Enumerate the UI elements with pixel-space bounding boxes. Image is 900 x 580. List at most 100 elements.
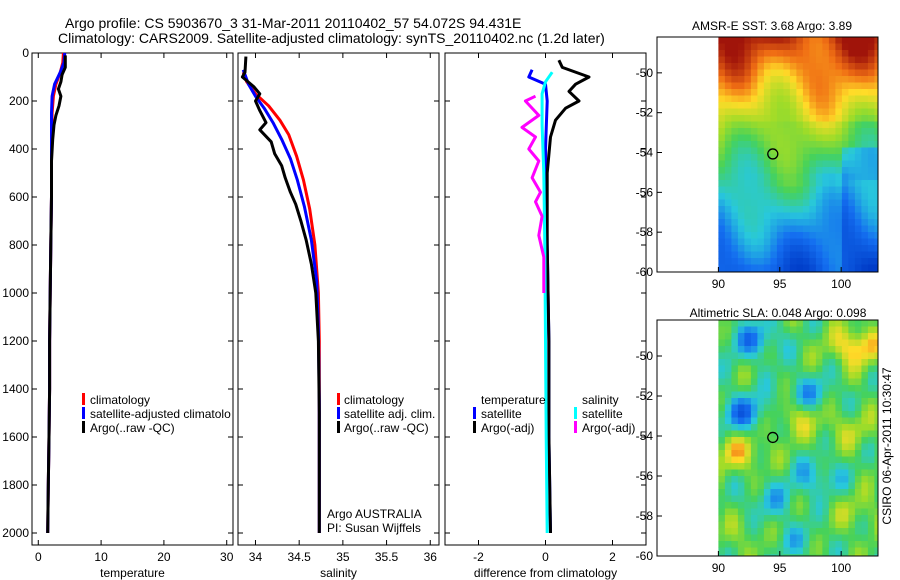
heatmap-cell <box>867 476 875 483</box>
heatmap-cell <box>854 95 862 103</box>
heatmap-cell <box>763 115 771 122</box>
heatmap-cell <box>802 482 810 490</box>
heatmap-cell <box>770 225 778 233</box>
heatmap-cell <box>809 372 817 379</box>
heatmap-cell <box>776 95 784 103</box>
heatmap-cell <box>796 56 804 64</box>
heatmap-cell <box>718 508 726 516</box>
heatmap-cell <box>750 193 758 200</box>
heatmap-cell <box>724 154 732 161</box>
heatmap-cell <box>724 212 732 220</box>
y-tick-label: -56 <box>636 469 654 483</box>
heatmap-cell <box>822 359 830 366</box>
heatmap-cell <box>867 547 875 555</box>
heatmap-cell <box>867 502 875 509</box>
heatmap-cell <box>854 359 862 366</box>
heatmap-cell <box>809 82 817 90</box>
heatmap-cell <box>776 264 784 272</box>
heatmap-cell <box>750 547 758 555</box>
heatmap-cell <box>783 167 791 174</box>
heatmap-cell <box>861 141 869 148</box>
heatmap-cell <box>718 238 726 246</box>
heatmap-cell <box>815 424 823 431</box>
heatmap-cell <box>874 320 879 327</box>
heatmap-cell <box>802 547 810 555</box>
heatmap-cell <box>763 199 771 207</box>
heatmap-cell <box>848 352 856 360</box>
heatmap-cell <box>724 534 732 542</box>
heatmap-cell <box>802 206 810 213</box>
heatmap-cell <box>783 411 791 418</box>
sla-map-title: Altimetric SLA: 0.048 Argo: 0.098 <box>690 306 867 320</box>
temperature-legend: climatology satellite-adjusted climatolo… <box>82 393 231 435</box>
heatmap-cell <box>763 437 771 444</box>
heatmap-cell <box>757 212 765 220</box>
heatmap-cell <box>867 37 875 44</box>
heatmap-cell <box>854 154 862 161</box>
heatmap-cell <box>724 193 732 200</box>
heatmap-cell <box>731 495 739 503</box>
heatmap-cell <box>724 173 732 181</box>
heatmap-cell <box>835 206 843 213</box>
heatmap-cell <box>815 128 823 135</box>
heatmap-cell <box>848 212 856 220</box>
heatmap-cell <box>737 359 745 366</box>
heatmap-cell <box>744 245 752 252</box>
heatmap-cell <box>796 515 804 522</box>
heatmap-cell <box>841 160 849 168</box>
heatmap-cell <box>848 193 856 200</box>
heatmap-cell <box>770 372 778 379</box>
heatmap-cell <box>750 76 758 83</box>
heatmap-cell <box>776 378 784 386</box>
heatmap-cell <box>750 359 758 366</box>
heatmap-cell <box>731 167 739 174</box>
heatmap-cell <box>789 528 797 535</box>
heatmap-cell <box>828 508 836 516</box>
x-tick-label: 10 <box>94 550 108 564</box>
heatmap-cell <box>757 89 765 96</box>
heatmap-cell <box>770 37 778 44</box>
heatmap-cell <box>718 50 726 57</box>
heatmap-cell <box>783 476 791 483</box>
heatmap-cell <box>802 398 810 405</box>
heatmap-cell <box>731 232 739 239</box>
heatmap-cell <box>796 199 804 207</box>
heatmap-cell <box>744 186 752 194</box>
sla-map-frame <box>656 319 879 557</box>
heatmap-cell <box>744 541 752 548</box>
heatmap-cell <box>822 245 830 252</box>
heatmap-cell <box>874 547 879 555</box>
heatmap-cell <box>796 365 804 373</box>
heatmap-cell <box>776 37 784 44</box>
heatmap-cell <box>763 404 771 412</box>
heatmap-cell <box>731 346 739 353</box>
heatmap-cell <box>783 502 791 509</box>
heatmap-cell <box>835 186 843 194</box>
heatmap-cell <box>841 141 849 148</box>
heatmap-cell <box>737 469 745 477</box>
heatmap-cell <box>815 417 823 425</box>
heatmap-cell <box>763 50 771 57</box>
heatmap-cell <box>828 43 836 51</box>
heatmap-cell <box>789 115 797 122</box>
heatmap-cell <box>737 102 745 109</box>
heatmap-cell <box>802 199 810 207</box>
heatmap-cell <box>783 534 791 542</box>
heatmap-cell <box>815 89 823 96</box>
heatmap-cell <box>854 372 862 379</box>
heatmap-cell <box>835 173 843 181</box>
heatmap-cell <box>867 186 875 194</box>
heatmap-cell <box>776 515 784 522</box>
heatmap-cell <box>789 326 797 334</box>
heatmap-cell <box>861 199 869 207</box>
heatmap-cell <box>776 167 784 174</box>
heatmap-cell <box>724 326 732 334</box>
heatmap-cell <box>835 541 843 548</box>
heatmap-cell <box>718 476 726 483</box>
heatmap-cell <box>763 219 771 226</box>
heatmap-cell <box>854 238 862 246</box>
heatmap-cell <box>867 385 875 392</box>
heatmap-cell <box>718 372 726 379</box>
